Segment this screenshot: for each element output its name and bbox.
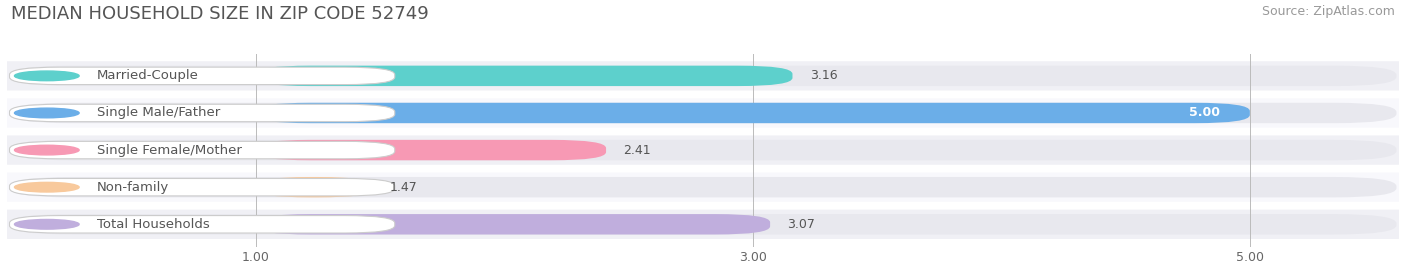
Text: Married-Couple: Married-Couple [97, 69, 198, 82]
FancyBboxPatch shape [7, 98, 1399, 128]
Text: 3.07: 3.07 [787, 218, 815, 231]
Text: Total Households: Total Households [97, 218, 209, 231]
FancyBboxPatch shape [10, 141, 395, 159]
Text: 3.16: 3.16 [810, 69, 838, 82]
FancyBboxPatch shape [10, 104, 395, 122]
Text: 1.47: 1.47 [389, 181, 418, 194]
FancyBboxPatch shape [7, 61, 1399, 91]
Text: 5.00: 5.00 [1189, 106, 1220, 120]
FancyBboxPatch shape [10, 66, 1396, 86]
FancyBboxPatch shape [256, 103, 1250, 123]
FancyBboxPatch shape [256, 66, 793, 86]
FancyBboxPatch shape [7, 210, 1399, 239]
FancyBboxPatch shape [7, 173, 1399, 202]
Circle shape [14, 219, 79, 229]
Text: Single Female/Mother: Single Female/Mother [97, 144, 242, 157]
FancyBboxPatch shape [10, 140, 1396, 160]
Circle shape [14, 182, 79, 192]
Circle shape [14, 108, 79, 118]
Text: Single Male/Father: Single Male/Father [97, 106, 219, 120]
FancyBboxPatch shape [10, 214, 1396, 234]
FancyBboxPatch shape [256, 140, 606, 160]
FancyBboxPatch shape [10, 215, 395, 233]
FancyBboxPatch shape [256, 214, 770, 234]
Circle shape [14, 145, 79, 155]
Text: Non-family: Non-family [97, 181, 169, 194]
Text: Source: ZipAtlas.com: Source: ZipAtlas.com [1261, 5, 1395, 18]
FancyBboxPatch shape [256, 177, 373, 198]
FancyBboxPatch shape [7, 135, 1399, 165]
FancyBboxPatch shape [10, 103, 1396, 123]
Text: 2.41: 2.41 [623, 144, 651, 157]
Circle shape [14, 71, 79, 81]
FancyBboxPatch shape [10, 67, 395, 85]
FancyBboxPatch shape [10, 178, 395, 196]
FancyBboxPatch shape [10, 177, 1396, 198]
Text: MEDIAN HOUSEHOLD SIZE IN ZIP CODE 52749: MEDIAN HOUSEHOLD SIZE IN ZIP CODE 52749 [11, 5, 429, 23]
